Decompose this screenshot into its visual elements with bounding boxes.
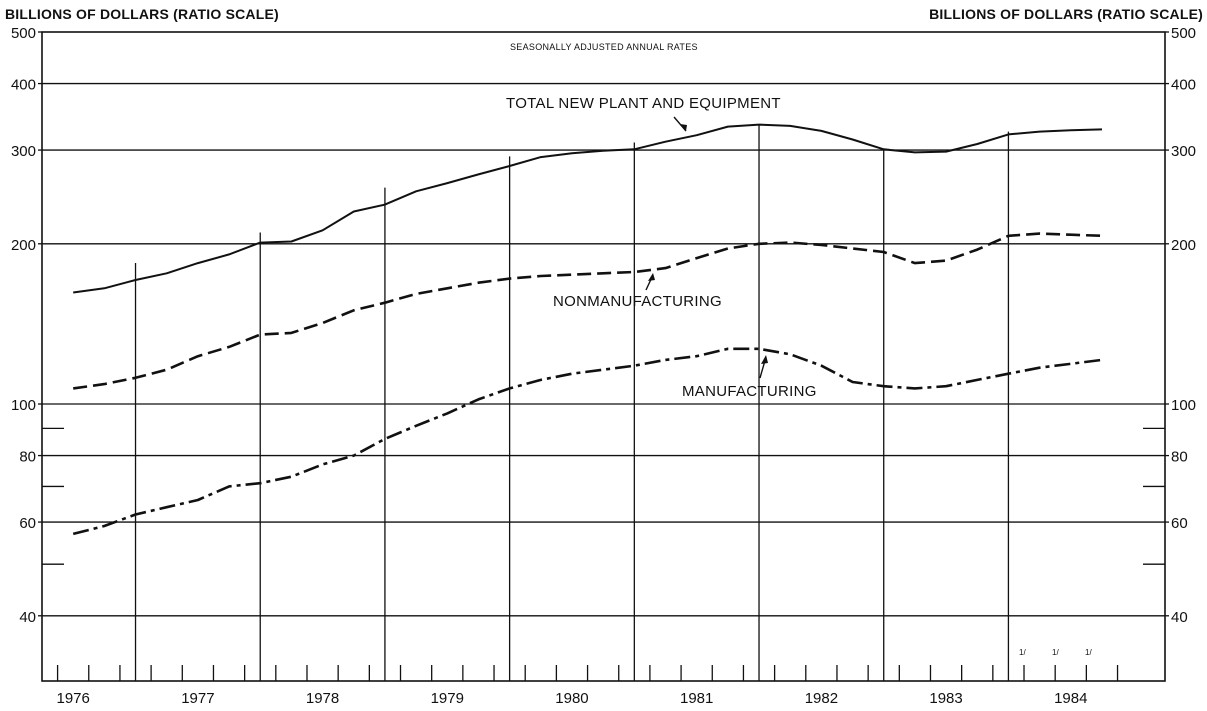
footnote-mark-1: 1/ [1019,648,1026,657]
ytick-label-right-300: 300 [1171,143,1196,160]
ytick-label-left-300: 300 [11,143,36,160]
series-line-2 [73,232,1103,390]
y-axis-ticks: 40 40 60 60 80 80 100 100 200 200 300 300 400 400 500 5… [11,25,1196,626]
label-manufacturing: MANUFACTURING [682,383,817,400]
xtick-label-1980: 1980 [555,690,588,707]
footnote-mark-3: 1/ [1085,648,1092,657]
ytick-label-right-40: 40 [1171,609,1188,626]
plot-frame [41,31,1166,682]
seasonal-note: SEASONALLY ADJUSTED ANNUAL RATES [510,42,698,52]
ytick-label-left-60: 60 [19,515,36,532]
xtick-label-1978: 1978 [306,690,339,707]
ytick-label-left-500: 500 [11,25,36,42]
ytick-label-right-400: 400 [1171,77,1196,94]
ytick-label-right-100: 100 [1171,397,1196,414]
xtick-label-1983: 1983 [929,690,962,707]
ytick-label-left-200: 200 [11,237,36,254]
xtick-label-1976: 1976 [56,690,89,707]
left-axis-title: BILLIONS OF DOLLARS (RATIO SCALE) [5,6,279,22]
series-line-3 [72,347,1103,536]
arrow-total-head [680,124,687,131]
year-divider-lines [134,124,1010,681]
arrow-manufacturing-head [761,355,768,364]
ytick-label-left-80: 80 [19,449,36,466]
ytick-label-left-100: 100 [11,397,36,414]
gridlines [41,31,1166,682]
ytick-label-right-80: 80 [1171,449,1188,466]
xtick-label-1981: 1981 [680,690,713,707]
ytick-label-left-400: 400 [11,77,36,94]
series-line-1 [73,123,1103,294]
ytick-label-left-40: 40 [19,609,36,626]
ytick-label-right-60: 60 [1171,515,1188,532]
xtick-label-1979: 1979 [431,690,464,707]
x-axis-ticks: 1976 1977 1978 1979 1980 1981 1982 1983 1984 [56,665,1119,707]
xtick-label-1977: 1977 [181,690,214,707]
label-nonmanufacturing: NONMANUFACTURING [553,293,722,310]
ytick-label-right-500: 500 [1171,25,1196,42]
footnote-mark-2: 1/ [1052,648,1059,657]
xtick-label-1982: 1982 [805,690,838,707]
ytick-label-right-200: 200 [1171,237,1196,254]
label-total: TOTAL NEW PLANT AND EQUIPMENT [506,95,781,112]
xtick-label-1984: 1984 [1054,690,1087,707]
series-lines [72,123,1103,536]
footnote-marks: 1/ 1/ 1/ [1019,648,1092,657]
right-axis-title: BILLIONS OF DOLLARS (RATIO SCALE) [929,6,1203,22]
arrow-nonmanufacturing-head [648,273,655,281]
